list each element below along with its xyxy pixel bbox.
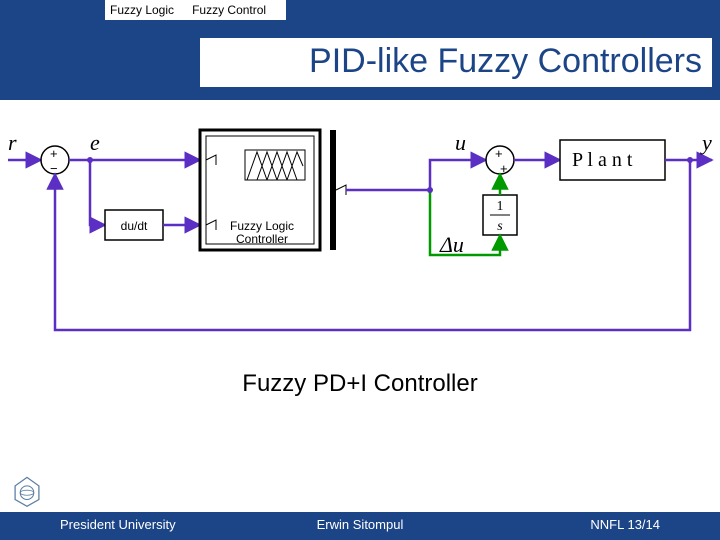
flc-right-bar <box>330 130 336 250</box>
breadcrumb-sep <box>181 0 184 20</box>
sum1-plus: + <box>50 146 58 161</box>
sum1-minus: − <box>50 161 58 176</box>
diagram-caption: Fuzzy PD+I Controller <box>0 370 720 398</box>
sum2-plus1: + <box>495 146 503 161</box>
diagram-area: r + − e du/dt Fuzzy Logic Controller <box>0 100 720 480</box>
wire-feedback <box>55 160 690 330</box>
page-title: PID-like Fuzzy Controllers <box>200 38 712 87</box>
wire-flc-out-b <box>430 160 486 190</box>
breadcrumb-2: Fuzzy Control <box>192 3 266 17</box>
block-diagram: r + − e du/dt Fuzzy Logic Controller <box>0 100 720 360</box>
label-u: u <box>455 130 466 155</box>
label-y: y <box>700 130 712 155</box>
label-r: r <box>8 130 17 155</box>
flc-label-1: Fuzzy Logic <box>230 219 294 233</box>
sum2-plus2: + <box>500 161 508 176</box>
flc-out-port <box>336 185 346 195</box>
label-e: e <box>90 130 100 155</box>
integ-den: s <box>497 219 503 234</box>
breadcrumb-1: Fuzzy Logic <box>110 3 174 17</box>
slide-header: Fuzzy Logic Fuzzy Control PID-like Fuzzy… <box>0 0 720 100</box>
university-logo-icon <box>10 474 44 508</box>
integ-num: 1 <box>497 199 504 214</box>
flc-label-2: Controller <box>236 232 288 246</box>
node-u-tap <box>427 187 433 193</box>
deriv-label: du/dt <box>121 219 148 233</box>
footer-right: NNFL 13/14 <box>590 517 660 532</box>
wire-e-to-deriv <box>90 160 105 225</box>
slide-footer: President University Erwin Sitompul NNFL… <box>0 512 720 540</box>
breadcrumb: Fuzzy Logic Fuzzy Control <box>105 0 286 20</box>
label-du: Δu <box>439 232 464 257</box>
plant-label: P l a n t <box>572 149 633 171</box>
